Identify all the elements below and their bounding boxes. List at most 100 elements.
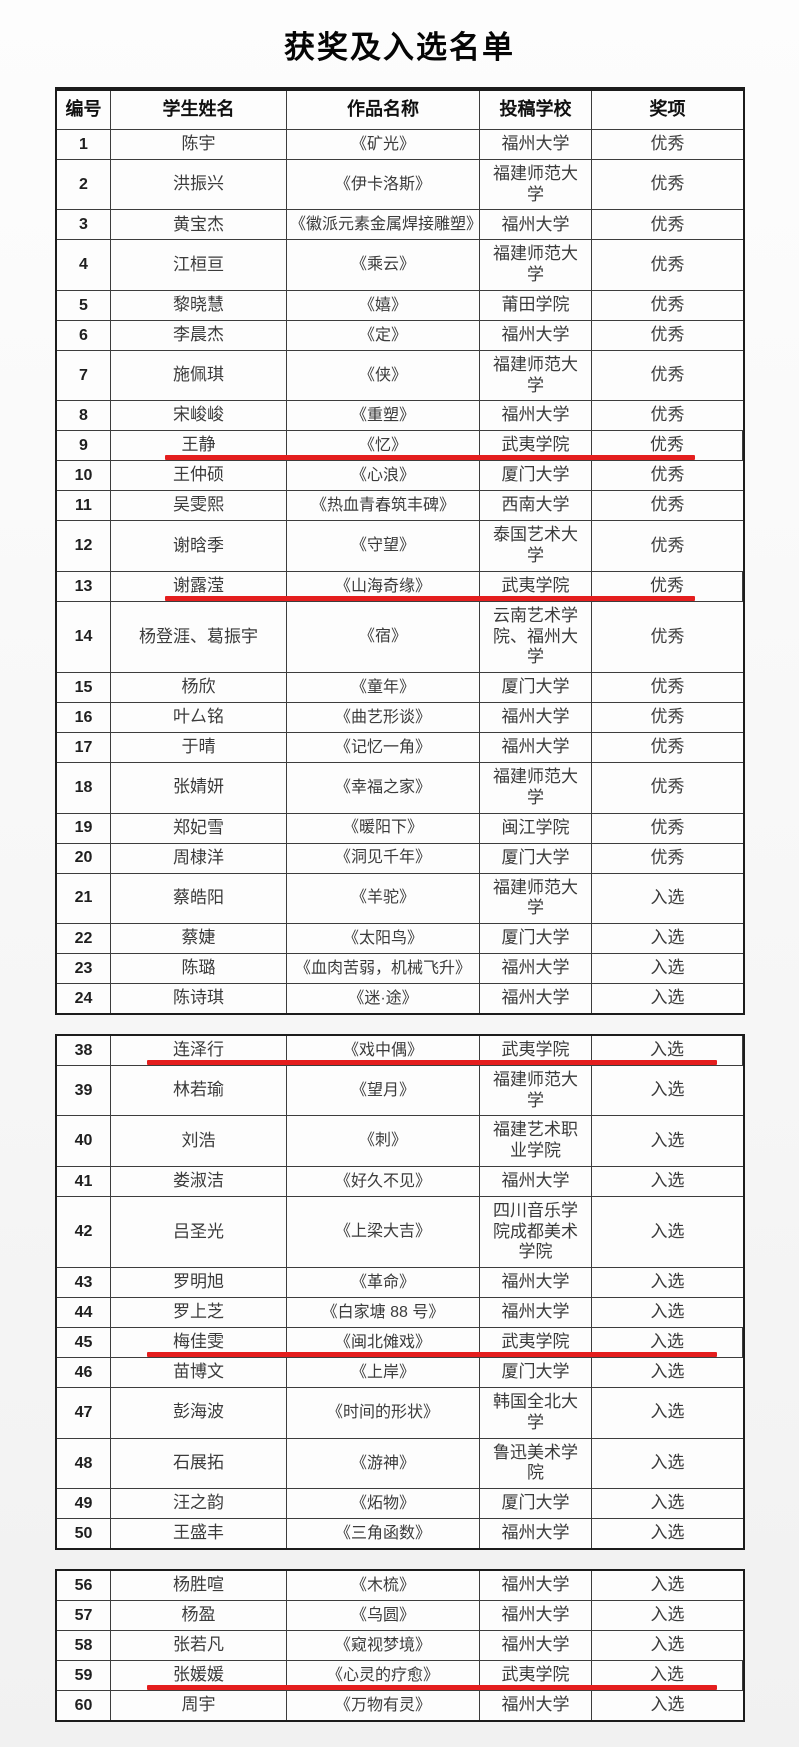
award-table-section-3: 56 杨胜喧 《木梳》 福州大学 入选 57 杨盈 《乌圆》 福州大学 入选 5… bbox=[55, 1569, 745, 1723]
cell-work-title: 《幸福之家》 bbox=[287, 763, 480, 813]
table-row: 39 林若瑜 《望月》 福建师范大学 入选 bbox=[57, 1065, 743, 1117]
cell-award: 入选 bbox=[650, 1130, 685, 1150]
cell-work-title: 《定》 bbox=[287, 320, 480, 350]
table-row: 23 陈璐 《血肉苦弱，机械飞升》 福州大学 入选 bbox=[57, 953, 743, 984]
cell-number: 18 bbox=[57, 763, 111, 813]
cell-school: 厦门大学 bbox=[480, 461, 592, 491]
cell-student-name: 于晴 bbox=[111, 733, 287, 763]
cell-work-title: 《窥视梦境》 bbox=[287, 1631, 480, 1661]
cell-work-title: 《曲艺形谈》 bbox=[287, 703, 480, 733]
cell-number: 60 bbox=[57, 1691, 111, 1721]
cell-student-name: 梅佳雯 bbox=[111, 1328, 287, 1358]
cell-number: 10 bbox=[57, 461, 111, 491]
cell-work-title: 《嬉》 bbox=[287, 290, 480, 320]
red-underline-marker bbox=[147, 1059, 717, 1065]
cell-number: 41 bbox=[57, 1166, 111, 1196]
cell-school: 福州大学 bbox=[480, 1601, 592, 1631]
cell-student-name: 刘浩 bbox=[111, 1116, 287, 1166]
cell-number: 42 bbox=[57, 1196, 111, 1268]
cell-number: 45 bbox=[57, 1328, 111, 1358]
cell-school: 厦门大学 bbox=[480, 673, 592, 703]
cell-work-title: 《闽北傩戏》 bbox=[287, 1328, 480, 1358]
cell-number: 44 bbox=[57, 1298, 111, 1328]
red-underline-marker bbox=[147, 1685, 717, 1691]
cell-award: 优秀 bbox=[650, 325, 685, 345]
header-name: 学生姓名 bbox=[111, 91, 287, 129]
cell-award: 优秀 bbox=[650, 465, 685, 485]
table-row: 48 石展拓 《游神》 鲁迅美术学院 入选 bbox=[57, 1438, 743, 1490]
table-row: 59 张媛媛 《心灵的疗愈》 武夷学院 入选 bbox=[57, 1661, 743, 1692]
cell-number: 20 bbox=[57, 843, 111, 873]
cell-school: 福州大学 bbox=[480, 320, 592, 350]
cell-student-name: 黄宝杰 bbox=[111, 210, 287, 240]
cell-school: 福州大学 bbox=[480, 953, 592, 983]
cell-school: 鲁迅美术学院 bbox=[480, 1438, 592, 1489]
cell-student-name: 周棣洋 bbox=[111, 843, 287, 873]
cell-award: 入选 bbox=[650, 958, 685, 978]
cell-school: 福州大学 bbox=[480, 733, 592, 763]
cell-number: 3 bbox=[57, 210, 111, 240]
cell-student-name: 陈宇 bbox=[111, 129, 287, 159]
cell-work-title: 《侠》 bbox=[287, 350, 480, 401]
cell-award: 入选 bbox=[650, 1523, 685, 1543]
cell-number: 1 bbox=[57, 129, 111, 159]
table-row: 46 苗博文 《上岸》 厦门大学 入选 bbox=[57, 1358, 743, 1389]
cell-number: 22 bbox=[57, 923, 111, 953]
table-row: 5 黎晓慧 《嬉》 莆田学院 优秀 bbox=[57, 290, 743, 321]
table-row: 9 王静 《忆》 武夷学院 优秀 bbox=[57, 431, 743, 462]
cell-number: 38 bbox=[57, 1035, 111, 1065]
cell-number: 47 bbox=[57, 1388, 111, 1438]
cell-school: 福州大学 bbox=[480, 703, 592, 733]
cell-school: 厦门大学 bbox=[480, 1489, 592, 1519]
cell-school: 福州大学 bbox=[480, 1631, 592, 1661]
cell-work-title: 《记忆一角》 bbox=[287, 733, 480, 763]
table-row: 4 江桓亘 《乘云》 福建师范大学 优秀 bbox=[57, 240, 743, 291]
award-table-section-2: 38 连泽行 《戏中偶》 武夷学院 入选 39 林若瑜 《望月》 福建师范大学 … bbox=[55, 1033, 745, 1551]
cell-award: 入选 bbox=[650, 1635, 685, 1655]
cell-award: 优秀 bbox=[650, 707, 685, 727]
cell-number: 16 bbox=[57, 703, 111, 733]
cell-work-title: 《炻物》 bbox=[287, 1489, 480, 1519]
cell-student-name: 杨登涯、葛振宇 bbox=[111, 601, 287, 673]
cell-award: 入选 bbox=[650, 1171, 685, 1191]
table-row: 20 周棣洋 《洞见千年》 厦门大学 优秀 bbox=[57, 843, 743, 874]
cell-school: 武夷学院 bbox=[480, 1328, 592, 1358]
cell-student-name: 苗博文 bbox=[111, 1358, 287, 1388]
cell-award: 入选 bbox=[650, 1695, 685, 1715]
table-row: 1 陈宇 《矿光》 福州大学 优秀 bbox=[57, 129, 743, 160]
cell-school: 四川音乐学院成都美术学院 bbox=[480, 1196, 592, 1268]
cell-award: 入选 bbox=[650, 1302, 685, 1322]
cell-work-title: 《羊驼》 bbox=[287, 873, 480, 923]
table-row: 24 陈诗琪 《迷·途》 福州大学 入选 bbox=[57, 983, 743, 1013]
table-row: 21 蔡皓阳 《羊驼》 福建师范大学 入选 bbox=[57, 873, 743, 924]
cell-award: 入选 bbox=[650, 1272, 685, 1292]
table-row: 47 彭海波 《时间的形状》 韩国全北大学 入选 bbox=[57, 1388, 743, 1439]
cell-award: 优秀 bbox=[592, 431, 743, 461]
cell-work-title: 《山海奇缘》 bbox=[287, 571, 480, 601]
table-row: 3 黄宝杰 《徽派元素金属焊接雕塑》 福州大学 优秀 bbox=[57, 210, 743, 241]
cell-student-name: 石展拓 bbox=[111, 1438, 287, 1489]
cell-school: 福州大学 bbox=[480, 1519, 592, 1549]
cell-number: 7 bbox=[57, 350, 111, 401]
cell-number: 9 bbox=[57, 431, 111, 461]
cell-school: 福州大学 bbox=[480, 1166, 592, 1196]
cell-number: 19 bbox=[57, 813, 111, 843]
cell-work-title: 《忆》 bbox=[287, 431, 480, 461]
cell-award: 优秀 bbox=[650, 254, 685, 274]
cell-student-name: 谢露滢 bbox=[111, 571, 287, 601]
cell-number: 8 bbox=[57, 401, 111, 431]
cell-award: 优秀 bbox=[592, 571, 743, 601]
cell-student-name: 王盛丰 bbox=[111, 1519, 287, 1549]
cell-number: 24 bbox=[57, 983, 111, 1013]
cell-award: 入选 bbox=[650, 928, 685, 948]
red-underline-marker bbox=[147, 1352, 717, 1358]
cell-number: 46 bbox=[57, 1358, 111, 1388]
cell-school: 武夷学院 bbox=[480, 571, 592, 601]
table-row: 19 郑妃雪 《暖阳下》 闽江学院 优秀 bbox=[57, 813, 743, 844]
table-row: 8 宋峻峻 《重塑》 福州大学 优秀 bbox=[57, 401, 743, 432]
cell-work-title: 《上梁大吉》 bbox=[287, 1196, 480, 1268]
cell-school: 泰国艺术大学 bbox=[480, 521, 592, 571]
cell-work-title: 《血肉苦弱，机械飞升》 bbox=[287, 953, 480, 983]
cell-number: 12 bbox=[57, 521, 111, 571]
